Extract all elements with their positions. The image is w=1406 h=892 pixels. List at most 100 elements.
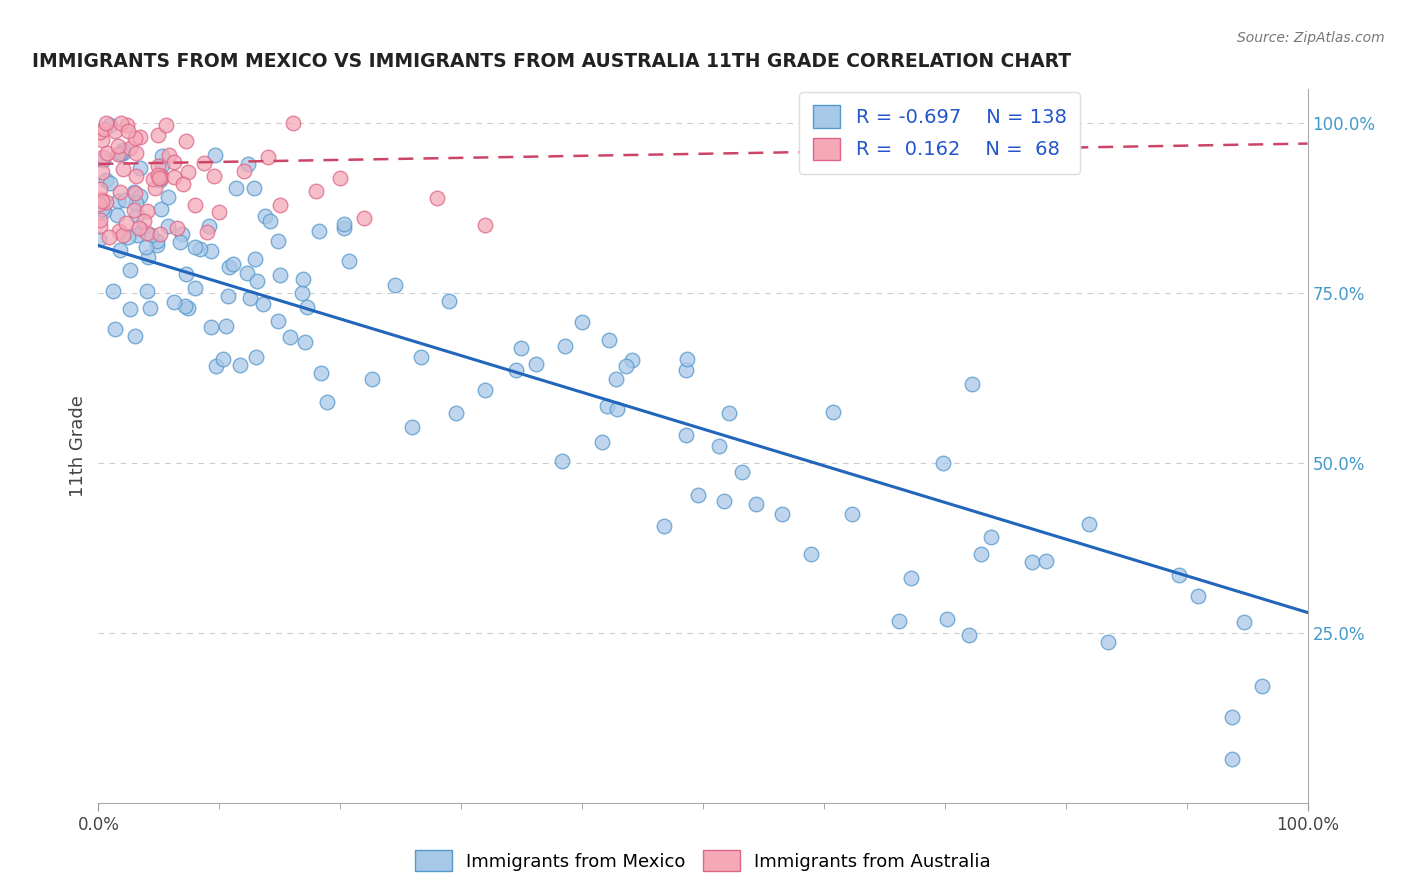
Point (136, 250, 159, 264)
Point (135, 203, 157, 218)
Point (125, 169, 148, 183)
Point (110, 116, 132, 130)
Point (115, 118, 138, 132)
Point (107, 147, 129, 161)
Point (676, 351, 699, 366)
Point (89, 125, 111, 139)
Point (960, 376, 983, 391)
Point (135, 240, 157, 254)
Point (129, 188, 152, 202)
Legend: Immigrants from Mexico, Immigrants from Australia: Immigrants from Mexico, Immigrants from … (408, 843, 998, 879)
Point (606, 401, 628, 416)
Text: Source: ZipAtlas.com: Source: ZipAtlas.com (1237, 31, 1385, 45)
Point (269, 268, 291, 282)
Point (652, 518, 675, 533)
Point (111, 161, 134, 176)
Point (163, 169, 186, 184)
Point (266, 234, 288, 248)
Point (571, 315, 593, 329)
Point (269, 198, 291, 212)
Point (361, 372, 384, 386)
Point (1097, 635, 1119, 649)
Point (218, 260, 240, 275)
Point (980, 530, 1002, 544)
Point (202, 169, 225, 184)
Point (620, 353, 643, 368)
Point (90, 202, 112, 216)
Point (259, 213, 281, 227)
Point (174, 267, 197, 281)
Point (1035, 554, 1057, 568)
Point (129, 130, 152, 145)
Point (162, 295, 184, 310)
Point (932, 456, 955, 470)
Text: IMMIGRANTS FROM MEXICO VS IMMIGRANTS FROM AUSTRALIA 11TH GRADE CORRELATION CHART: IMMIGRANTS FROM MEXICO VS IMMIGRANTS FRO… (32, 52, 1071, 71)
Point (239, 291, 262, 305)
Point (246, 274, 269, 288)
Point (225, 180, 247, 194)
Point (1168, 567, 1191, 582)
Point (117, 124, 139, 138)
Point (188, 242, 211, 256)
Point (91, 153, 114, 167)
Point (292, 272, 315, 286)
Point (267, 314, 290, 328)
Point (150, 158, 173, 172)
Point (823, 405, 845, 419)
Point (591, 434, 613, 449)
Point (337, 254, 360, 268)
Point (305, 184, 328, 198)
Point (176, 134, 198, 148)
Point (1187, 589, 1209, 603)
Point (139, 301, 162, 316)
Point (115, 216, 138, 230)
Point (229, 358, 252, 372)
Point (117, 229, 139, 244)
Y-axis label: 11th Grade: 11th Grade (69, 395, 87, 497)
Point (256, 150, 278, 164)
Point (184, 240, 207, 254)
Point (505, 363, 527, 377)
Point (150, 202, 173, 216)
Point (111, 227, 134, 242)
Point (169, 235, 191, 249)
Point (401, 420, 423, 434)
Point (89, 219, 111, 233)
Point (198, 219, 221, 234)
Point (98, 119, 121, 133)
Point (614, 359, 637, 373)
Point (329, 170, 352, 185)
Point (745, 497, 768, 511)
Point (94, 116, 117, 130)
Point (841, 508, 863, 522)
Point (1021, 556, 1043, 570)
Point (146, 235, 169, 249)
Point (208, 204, 231, 219)
Point (148, 173, 170, 187)
Point (90, 192, 112, 206)
Point (91, 165, 114, 179)
Point (409, 351, 432, 365)
Point (554, 339, 576, 353)
Point (295, 301, 318, 315)
Point (1251, 679, 1274, 693)
Point (333, 217, 356, 231)
Point (439, 293, 461, 308)
Point (90, 132, 112, 146)
Point (89, 213, 111, 227)
Point (717, 406, 740, 420)
Point (87, 196, 110, 211)
Point (103, 322, 125, 336)
Point (98, 176, 121, 190)
Point (89, 232, 111, 246)
Point (217, 288, 239, 302)
Legend: R = -0.697    N = 138, R =  0.162    N =  68: R = -0.697 N = 138, R = 0.162 N = 68 (800, 92, 1080, 174)
Point (155, 118, 177, 132)
Point (177, 301, 200, 315)
Point (104, 124, 127, 138)
Point (1077, 516, 1099, 531)
Point (93, 204, 115, 219)
Point (731, 465, 754, 479)
Point (131, 223, 153, 237)
Point (122, 203, 145, 218)
